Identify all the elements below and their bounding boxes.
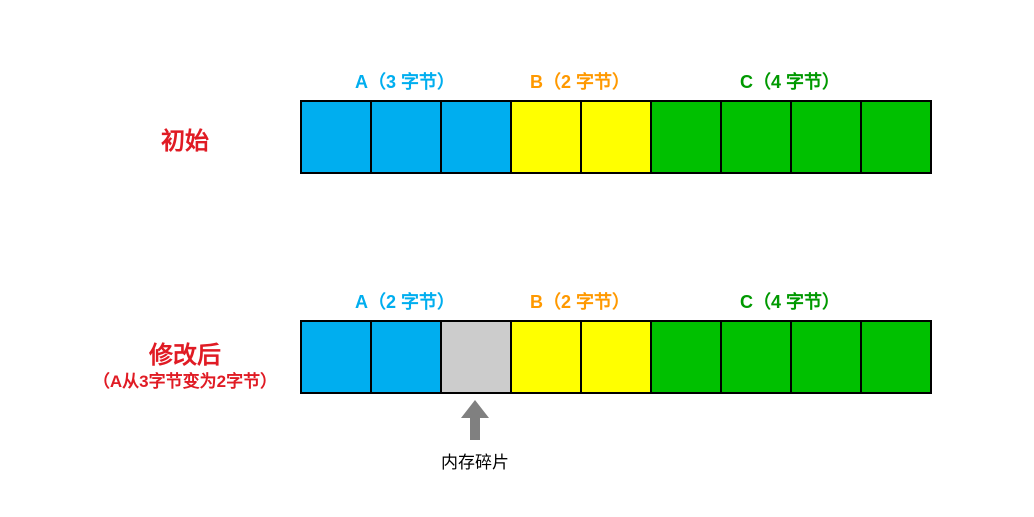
memory-cell-A <box>302 322 372 392</box>
segment-header-A: A（2 字节） <box>300 288 510 314</box>
segment-header-A: A（3 字节） <box>300 68 510 94</box>
memory-cell-C <box>862 102 932 172</box>
memory-cell-C <box>792 102 862 172</box>
memory-cell-C <box>652 102 722 172</box>
segment-header-B: B（2 字节） <box>510 68 650 94</box>
segment-header-C: C（4 字节） <box>650 68 930 94</box>
memory-cell-A <box>372 322 442 392</box>
memory-cell-C <box>862 322 932 392</box>
row-initial-title: 初始 <box>110 121 260 156</box>
memory-cell-B <box>512 322 582 392</box>
fragment-label: 内存碎片 <box>441 448 509 473</box>
row-modified-bar <box>300 320 932 394</box>
memory-cell-C <box>722 322 792 392</box>
row-modified-headers: A（2 字节）B（2 字节）C（4 字节） <box>300 288 930 314</box>
arrow-up-icon <box>459 400 491 444</box>
segment-header-B: B（2 字节） <box>510 288 650 314</box>
row-initial-headers: A（3 字节）B（2 字节）C（4 字节） <box>300 68 930 94</box>
memory-cell-C <box>792 322 862 392</box>
memory-cell-A <box>372 102 442 172</box>
fragment-annotation: 内存碎片 <box>435 400 515 473</box>
memory-cell-A <box>302 102 372 172</box>
memory-cell-C <box>722 102 792 172</box>
row-initial-bar <box>300 100 932 174</box>
memory-cell-B <box>512 102 582 172</box>
memory-cell-C <box>652 322 722 392</box>
segment-header-C: C（4 字节） <box>650 288 930 314</box>
memory-cell-B <box>582 322 652 392</box>
row-modified-title: 修改后 <box>100 335 270 370</box>
memory-cell-B <box>582 102 652 172</box>
memory-cell-A <box>442 102 512 172</box>
row-modified-subtitle: （A从3字节变为2字节） <box>70 367 300 392</box>
memory-cell-gap <box>442 322 512 392</box>
